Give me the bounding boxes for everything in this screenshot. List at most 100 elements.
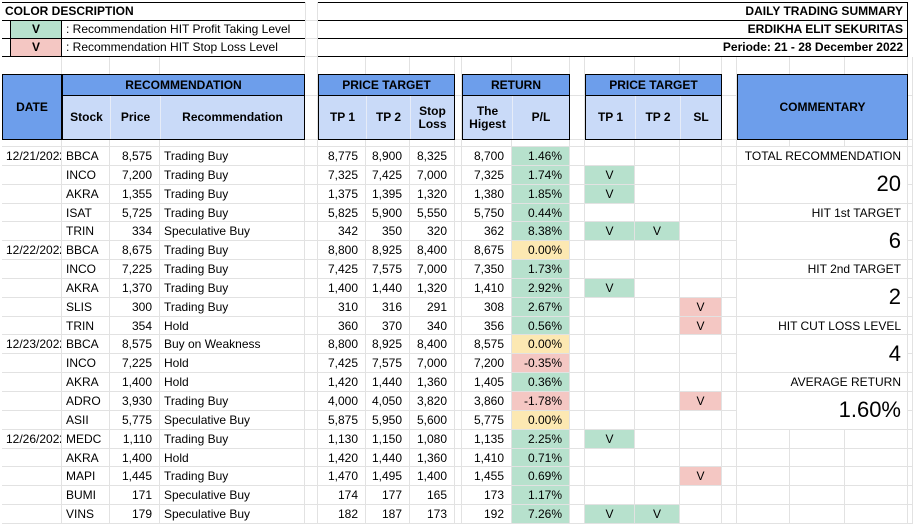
header-tp1-hit[interactable]: TP 1 [586, 96, 636, 139]
cell-highest[interactable]: 8,675 [462, 241, 512, 261]
cell-tp1-hit[interactable]: V [585, 505, 635, 524]
cell-date[interactable] [2, 486, 62, 506]
cell-tp1-hit[interactable] [585, 354, 635, 374]
cell-price[interactable]: 1,355 [110, 184, 160, 204]
cell-tp1[interactable]: 1,420 [318, 373, 366, 392]
cell-sl-hit[interactable]: V [680, 391, 722, 411]
cell-date[interactable]: 12/21/2022 [2, 147, 62, 166]
cell-recommendation[interactable]: Trading Buy [160, 297, 305, 317]
cell-stoploss[interactable]: 1,360 [410, 448, 455, 468]
cell-stock[interactable]: BBCA [62, 147, 110, 166]
cell-date[interactable] [2, 316, 62, 336]
cell-tp2[interactable]: 1,440 [366, 278, 410, 298]
commentary-hit1-value[interactable]: 6 [737, 222, 907, 261]
cell-tp2-hit[interactable] [635, 335, 680, 355]
cell-tp2[interactable]: 4,050 [366, 391, 410, 411]
cell-recommendation[interactable]: Trading Buy [160, 391, 305, 411]
cell-tp1-hit[interactable] [585, 147, 635, 166]
cell-price[interactable]: 7,225 [110, 354, 160, 374]
cell-price[interactable]: 1,400 [110, 448, 160, 468]
cell-tp1[interactable]: 8,775 [318, 147, 366, 166]
cell-recommendation[interactable]: Speculative Buy [160, 505, 305, 524]
cell-tp2[interactable]: 8,900 [366, 147, 410, 166]
cell-pl[interactable]: -0.35% [512, 354, 570, 374]
cell-tp1[interactable]: 7,425 [318, 354, 366, 374]
header-return-group[interactable]: RETURN [463, 75, 569, 96]
cell-tp2-hit[interactable] [635, 260, 680, 279]
cell-stock[interactable]: INCO [62, 165, 110, 185]
cell-tp1[interactable]: 182 [318, 505, 366, 524]
cell-stoploss[interactable]: 340 [410, 316, 455, 336]
cell-price[interactable]: 354 [110, 316, 160, 336]
cell-sl-hit[interactable] [680, 165, 722, 185]
cell-tp1-hit[interactable] [585, 448, 635, 468]
cell-tp1[interactable]: 7,325 [318, 165, 366, 185]
cell-pl[interactable]: 2.25% [512, 429, 570, 449]
cell-tp2[interactable]: 316 [366, 297, 410, 317]
cell-stoploss[interactable]: 5,600 [410, 410, 455, 430]
cell-tp1-hit[interactable]: V [585, 222, 635, 242]
header-price[interactable]: Price [111, 96, 161, 139]
cell-tp1-hit[interactable]: V [585, 429, 635, 449]
cell-highest[interactable]: 1,135 [462, 429, 512, 449]
cell-stock[interactable]: MEDC [62, 429, 110, 449]
header-stop-loss[interactable]: Stop Loss [418, 103, 447, 131]
cell-price[interactable]: 171 [110, 486, 160, 506]
cell-price[interactable]: 7,200 [110, 165, 160, 185]
cell-date[interactable] [2, 203, 62, 223]
cell-tp1[interactable]: 1,130 [318, 429, 366, 449]
cell-tp2[interactable]: 1,440 [366, 448, 410, 468]
cell-tp2[interactable]: 7,425 [366, 165, 410, 185]
cell-stock[interactable]: MAPI [62, 467, 110, 487]
cell-sl-hit[interactable] [680, 278, 722, 298]
cell-tp2[interactable]: 177 [366, 486, 410, 506]
cell-tp2-hit[interactable] [635, 429, 680, 449]
cell-tp1-hit[interactable] [585, 486, 635, 506]
cell-pl[interactable]: 1.17% [512, 486, 570, 506]
cell-stoploss[interactable]: 5,550 [410, 203, 455, 223]
cell-stoploss[interactable]: 8,400 [410, 241, 455, 261]
cell-price[interactable]: 8,575 [110, 147, 160, 166]
cell-stock[interactable]: ADRO [62, 391, 110, 411]
cell-stock[interactable]: ISAT [62, 203, 110, 223]
cell-tp1[interactable]: 1,420 [318, 448, 366, 468]
cell-tp2-hit[interactable] [635, 354, 680, 374]
cell-sl-hit[interactable] [680, 410, 722, 430]
cell-recommendation[interactable]: Buy on Weakness [160, 335, 305, 355]
cell-sl-hit[interactable] [680, 260, 722, 279]
cell-tp1-hit[interactable] [585, 410, 635, 430]
commentary-total-label[interactable]: TOTAL RECOMMENDATION [737, 147, 907, 166]
legend-title[interactable]: COLOR DESCRIPTION [2, 2, 305, 21]
cell-price[interactable]: 5,725 [110, 203, 160, 223]
cell-tp1[interactable]: 5,875 [318, 410, 366, 430]
commentary-avg-return-label[interactable]: AVERAGE RETURN [737, 373, 907, 392]
cell-price[interactable]: 1,110 [110, 429, 160, 449]
cell-recommendation[interactable]: Trading Buy [160, 165, 305, 185]
cell-date[interactable] [2, 165, 62, 185]
cell-stoploss[interactable]: 1,320 [410, 184, 455, 204]
cell-price[interactable]: 3,930 [110, 391, 160, 411]
cell-recommendation[interactable]: Speculative Buy [160, 222, 305, 242]
cell-highest[interactable]: 308 [462, 297, 512, 317]
legend-profit-desc[interactable]: : Recommendation HIT Profit Taking Level [66, 22, 291, 36]
cell-tp1-hit[interactable] [585, 391, 635, 411]
cell-sl-hit[interactable] [680, 222, 722, 242]
cell-tp1-hit[interactable] [585, 203, 635, 223]
cell-highest[interactable]: 362 [462, 222, 512, 242]
cell-tp2-hit[interactable] [635, 391, 680, 411]
cell-tp1[interactable]: 360 [318, 316, 366, 336]
cell-sl-hit[interactable]: V [680, 297, 722, 317]
cell-highest[interactable]: 8,700 [462, 147, 512, 166]
cell-tp2[interactable]: 350 [366, 222, 410, 242]
cell-tp2[interactable]: 187 [366, 505, 410, 524]
cell-tp1-hit[interactable] [585, 467, 635, 487]
cell-highest[interactable]: 192 [462, 505, 512, 524]
cell-recommendation[interactable]: Trading Buy [160, 429, 305, 449]
cell-tp1[interactable]: 5,825 [318, 203, 366, 223]
cell-stoploss[interactable]: 1,400 [410, 467, 455, 487]
cell-tp2[interactable]: 8,925 [366, 241, 410, 261]
cell-stoploss[interactable]: 7,000 [410, 165, 455, 185]
cell-pl[interactable]: 1.85% [512, 184, 570, 204]
header-tp2[interactable]: TP 2 [367, 96, 411, 139]
cell-pl[interactable]: 0.00% [512, 241, 570, 261]
